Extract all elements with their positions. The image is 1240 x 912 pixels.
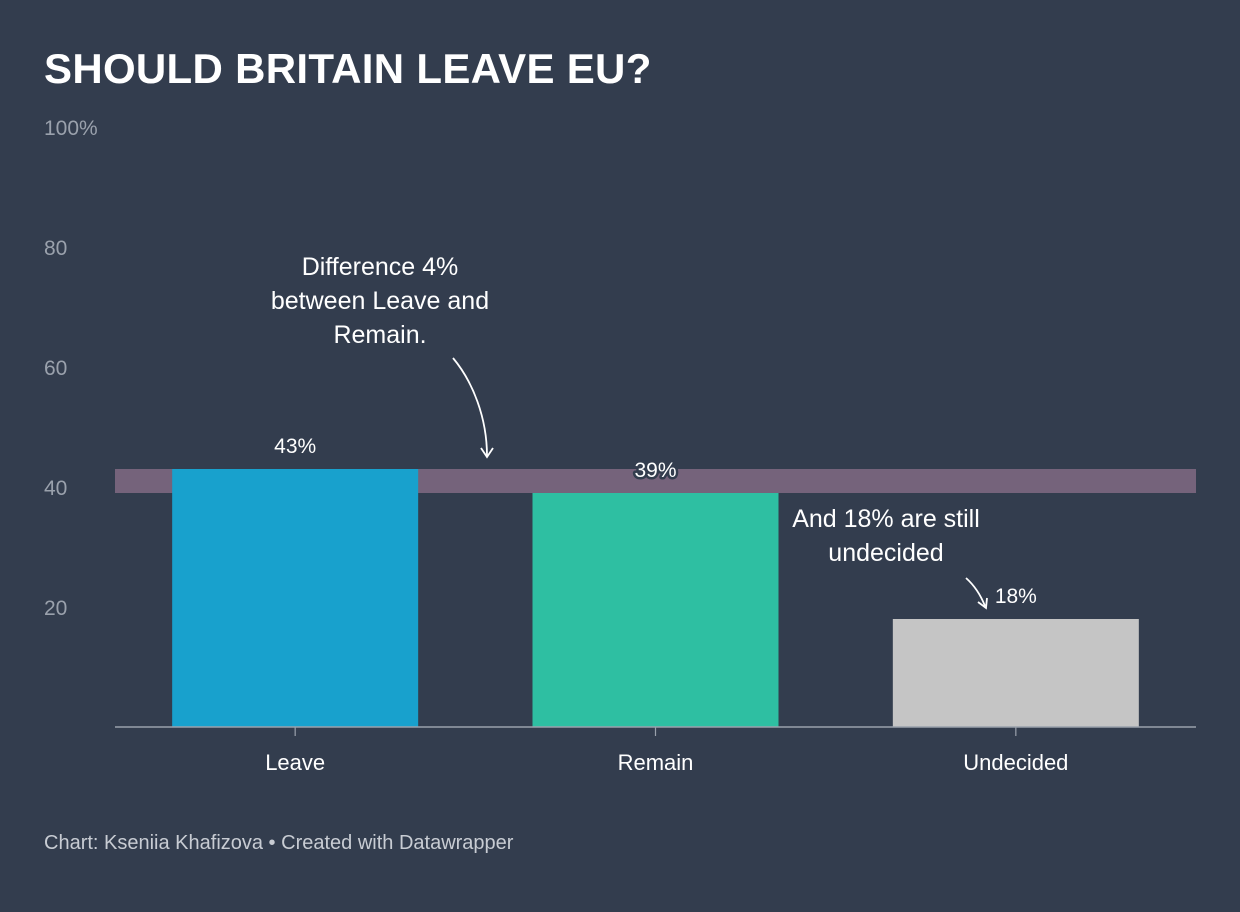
- undecided-annotation-line-2: undecided: [828, 539, 944, 567]
- x-axis: Leave Remain Undecided: [265, 727, 1068, 775]
- x-tick-label-remain: Remain: [618, 750, 694, 775]
- chart-title: SHOULD BRITAIN LEAVE EU?: [44, 45, 652, 92]
- x-tick-label-leave: Leave: [265, 750, 325, 775]
- y-tick-label: 80: [44, 237, 67, 260]
- difference-arrowhead-icon: [480, 447, 494, 459]
- y-tick-label: 60: [44, 357, 67, 380]
- y-tick-label: 40: [44, 477, 67, 500]
- undecided-annotation: And 18% are still undecided: [766, 502, 1006, 570]
- bars: [172, 469, 1139, 727]
- difference-annotation-line-2: between Leave and: [270, 287, 490, 315]
- value-label-leave: 43%: [274, 435, 316, 458]
- value-labels: 43% 39% 18%: [274, 435, 1037, 608]
- value-label-remain: 39%: [634, 459, 676, 482]
- y-tick-label: 20: [44, 597, 67, 620]
- y-axis: 20 40 60 80 100%: [44, 117, 98, 620]
- difference-arrow-icon: [452, 357, 488, 457]
- difference-annotation-line-3: Remain.: [333, 321, 427, 349]
- difference-annotation-line-1: Difference 4%: [301, 253, 459, 281]
- bar-remain: [532, 493, 779, 727]
- bar-leave: [172, 469, 419, 727]
- difference-annotation: Difference 4% between Leave and Remain.: [240, 250, 520, 352]
- chart-credit: Chart: Kseniia Khafizova • Created with …: [44, 832, 514, 854]
- undecided-arrow-icon: [965, 577, 986, 607]
- x-tick-label-undecided: Undecided: [963, 750, 1068, 775]
- y-tick-label: 100%: [44, 117, 98, 140]
- value-label-undecided: 18%: [995, 585, 1037, 608]
- bar-undecided: [892, 619, 1139, 727]
- undecided-arrowhead-icon: [977, 597, 988, 610]
- undecided-annotation-line-1: And 18% are still: [792, 505, 980, 533]
